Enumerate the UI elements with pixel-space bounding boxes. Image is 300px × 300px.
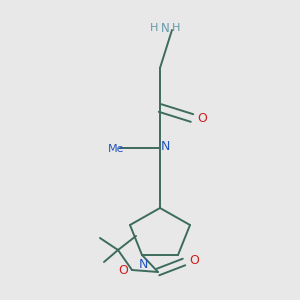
Text: H: H xyxy=(150,23,158,33)
Text: O: O xyxy=(197,112,207,124)
Text: H: H xyxy=(172,23,180,33)
Text: N: N xyxy=(138,257,148,271)
Text: Me: Me xyxy=(108,144,124,154)
Text: N: N xyxy=(160,22,169,34)
Text: N: N xyxy=(160,140,170,154)
Text: O: O xyxy=(189,254,199,266)
Text: O: O xyxy=(118,263,128,277)
